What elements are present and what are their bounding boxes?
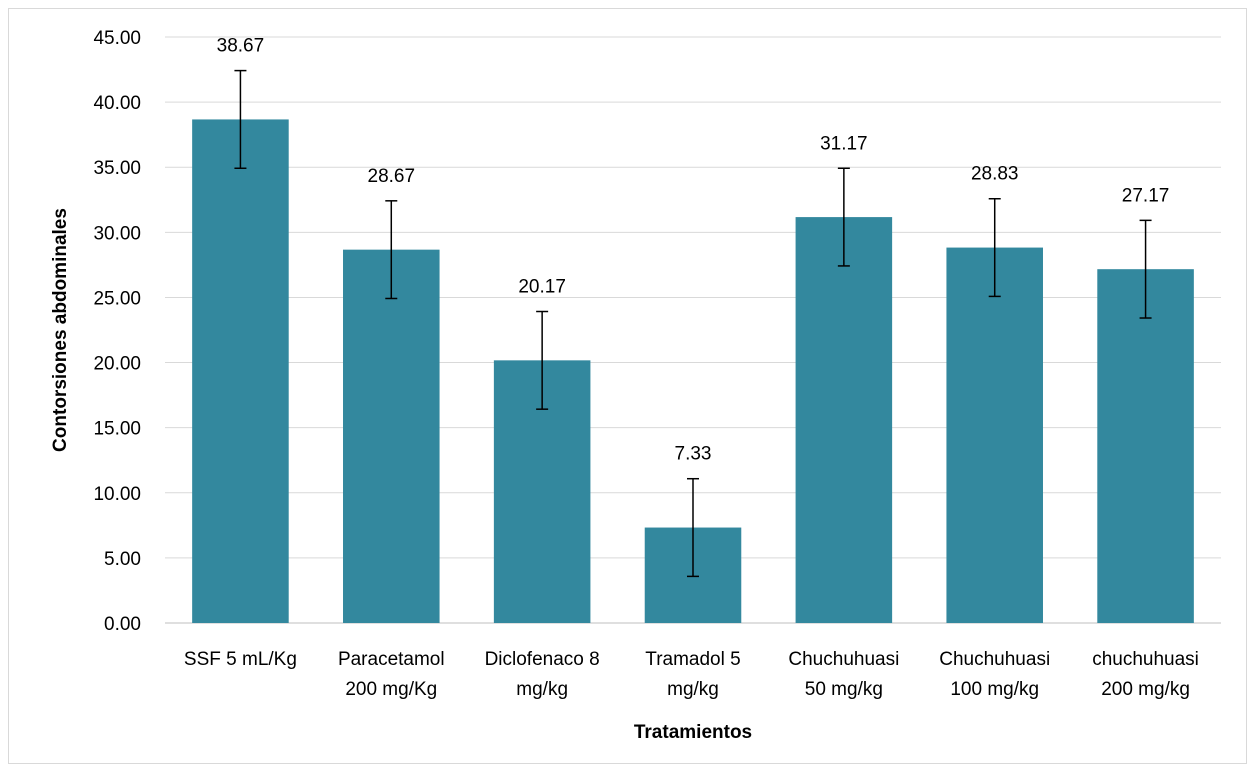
x-tick-label: Tramadol 5 mg/kg — [645, 649, 740, 700]
x-tick-label: SSF 5 mL/Kg — [184, 649, 297, 670]
y-tick-label: 45.00 — [93, 28, 141, 49]
data-labels: 38.67 28.67 20.17 7.33 31.17 28.83 27.17 — [217, 36, 1170, 465]
error-bar — [536, 310, 549, 410]
y-tick-label: 35.00 — [93, 158, 141, 179]
error-bar — [1139, 219, 1152, 319]
y-tick-label: 15.00 — [93, 419, 141, 440]
x-tick-label: Paracetamol 200 mg/Kg — [338, 649, 445, 700]
bar — [795, 217, 893, 623]
y-tick-label: 5.00 — [104, 549, 141, 570]
x-tick-label: chuchuhuasi 200 mg/kg — [1092, 649, 1199, 700]
error-bar — [687, 477, 699, 578]
error-bars — [234, 69, 1152, 578]
error-bar — [385, 200, 398, 300]
y-axis-title: Contorsiones abdominales — [50, 208, 71, 452]
data-label: 38.67 — [217, 36, 265, 57]
y-tick-label: 0.00 — [104, 614, 141, 635]
data-label: 27.17 — [1122, 185, 1170, 206]
x-tick-label: Chuchuhuasi 50 mg/kg — [788, 649, 899, 700]
bar — [343, 249, 440, 623]
y-tick-label: 40.00 — [93, 93, 141, 114]
y-axis-ticks: 0.00 5.00 10.00 15.00 20.00 25.00 30.00 35.00 40… — [93, 28, 141, 635]
gridlines — [165, 36, 1221, 624]
data-label: 7.33 — [675, 444, 712, 465]
bar — [1097, 269, 1194, 623]
error-bar — [234, 69, 247, 170]
error-bar — [988, 197, 1001, 298]
y-tick-label: 30.00 — [93, 223, 141, 244]
bar — [946, 247, 1043, 623]
x-axis-ticks: SSF 5 mL/Kg Paracetamol 200 mg/Kg Diclofena… — [184, 649, 1199, 700]
y-tick-label: 20.00 — [93, 354, 141, 375]
data-label: 28.83 — [971, 164, 1019, 185]
data-label: 28.67 — [368, 166, 416, 187]
data-label: 20.17 — [518, 277, 566, 298]
data-label: 31.17 — [820, 133, 868, 154]
x-tick-label: Chuchuhuasi 100 mg/kg — [939, 649, 1050, 700]
x-axis-title: Tratamientos — [634, 722, 752, 743]
y-tick-label: 10.00 — [93, 484, 141, 505]
y-tick-label: 25.00 — [93, 288, 141, 309]
error-bar — [837, 167, 850, 267]
bar — [192, 119, 289, 623]
x-tick-label: Diclofenaco 8 mg/kg — [485, 649, 600, 700]
